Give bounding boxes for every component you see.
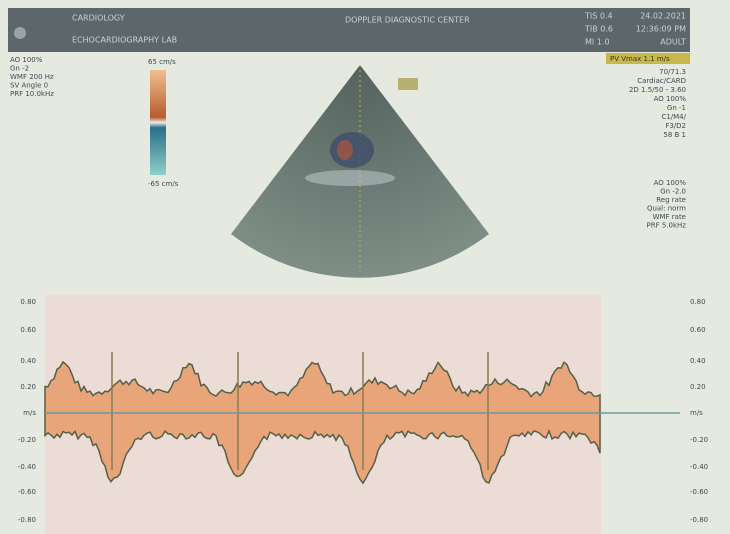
param: C1/M4/: [661, 113, 686, 121]
param: WMF rate: [653, 213, 686, 221]
param: AO 100%: [654, 95, 687, 103]
header-right-label: TIS 0.4: [584, 12, 613, 21]
param: Qual: norm: [647, 205, 686, 213]
param: Gn -2: [10, 65, 29, 73]
param: PRF 10.0kHz: [10, 90, 54, 98]
header-right-value: ADULT: [660, 38, 686, 47]
param: Gn -1: [667, 104, 686, 112]
axis-label: -0.40: [18, 463, 36, 471]
axis-label: 0.80: [690, 298, 706, 306]
header-right-value: 12:36:09 PM: [636, 25, 686, 34]
axis-label: 0.60: [690, 326, 706, 334]
color-bar: [150, 70, 166, 175]
right-axis: 0.80 0.60 0.40 0.20 m/s -0.20 -0.40 -0.60 -0.80: [690, 298, 708, 524]
param: Reg rate: [656, 196, 686, 204]
param: F3/D2: [665, 122, 686, 130]
axis-label: m/s: [690, 409, 703, 417]
param: 58 B 1: [663, 131, 686, 139]
axis-label: -0.60: [18, 488, 36, 496]
axis-label: 0.80: [20, 298, 36, 306]
measurement-box: [606, 53, 690, 64]
param: PRF 5.0kHz: [647, 222, 687, 230]
param: SV Angle 0: [10, 82, 48, 90]
axis-label: 0.40: [690, 357, 706, 365]
param: 2D 1.5/50 - 3.60: [629, 86, 686, 94]
param: Gn -2.0: [660, 188, 686, 196]
param: 70/71.3: [659, 68, 686, 76]
tissue: [305, 170, 395, 186]
axis-label: -0.20: [18, 436, 36, 444]
doppler-color: [337, 140, 353, 160]
spectrum-fill: [44, 360, 601, 485]
header-left: ECHOCARDIOGRAPHY LAB: [72, 36, 177, 45]
logo: [14, 27, 26, 39]
axis-label: -0.60: [690, 488, 708, 496]
left-axis: 0.80 0.60 0.40 0.20 m/s -0.20 -0.40 -0.60 -0.80: [18, 298, 36, 524]
axis-label: m/s: [23, 409, 36, 417]
header-right: TIS 0.4 24.02.2021 TIB 0.6 12:36:09 PM MI 1.…: [584, 12, 686, 47]
header-center: DOPPLER DIAGNOSTIC CENTER: [345, 16, 470, 25]
axis-label: -0.40: [690, 463, 708, 471]
axis-label: 0.20: [690, 383, 706, 391]
param: WMF 200 Hz: [10, 73, 54, 81]
param: Cardiac/CARD: [637, 77, 686, 85]
axis-label: 0.40: [20, 357, 36, 365]
axis-label: -0.80: [690, 516, 708, 524]
header-right-label: TIB 0.6: [584, 25, 613, 34]
axis-label: 0.60: [20, 326, 36, 334]
colorbar-bottom: -65 cm/s: [148, 180, 179, 188]
header-bar: [8, 8, 690, 52]
param: AO 100%: [654, 179, 687, 187]
axis-label: -0.20: [690, 436, 708, 444]
header-left: CARDIOLOGY: [72, 14, 125, 23]
param: AO 100%: [10, 56, 43, 64]
colorbar-top: 65 cm/s: [148, 58, 176, 66]
measurement: PV Vmax 1.1 m/s: [610, 55, 670, 63]
spectrum: [44, 352, 601, 485]
axis-label: -0.80: [18, 516, 36, 524]
axis-label: 0.20: [20, 383, 36, 391]
header-right-value: 24.02.2021: [640, 12, 686, 21]
probe-icon: [398, 78, 418, 90]
header-right-label: MI 1.0: [585, 38, 610, 47]
